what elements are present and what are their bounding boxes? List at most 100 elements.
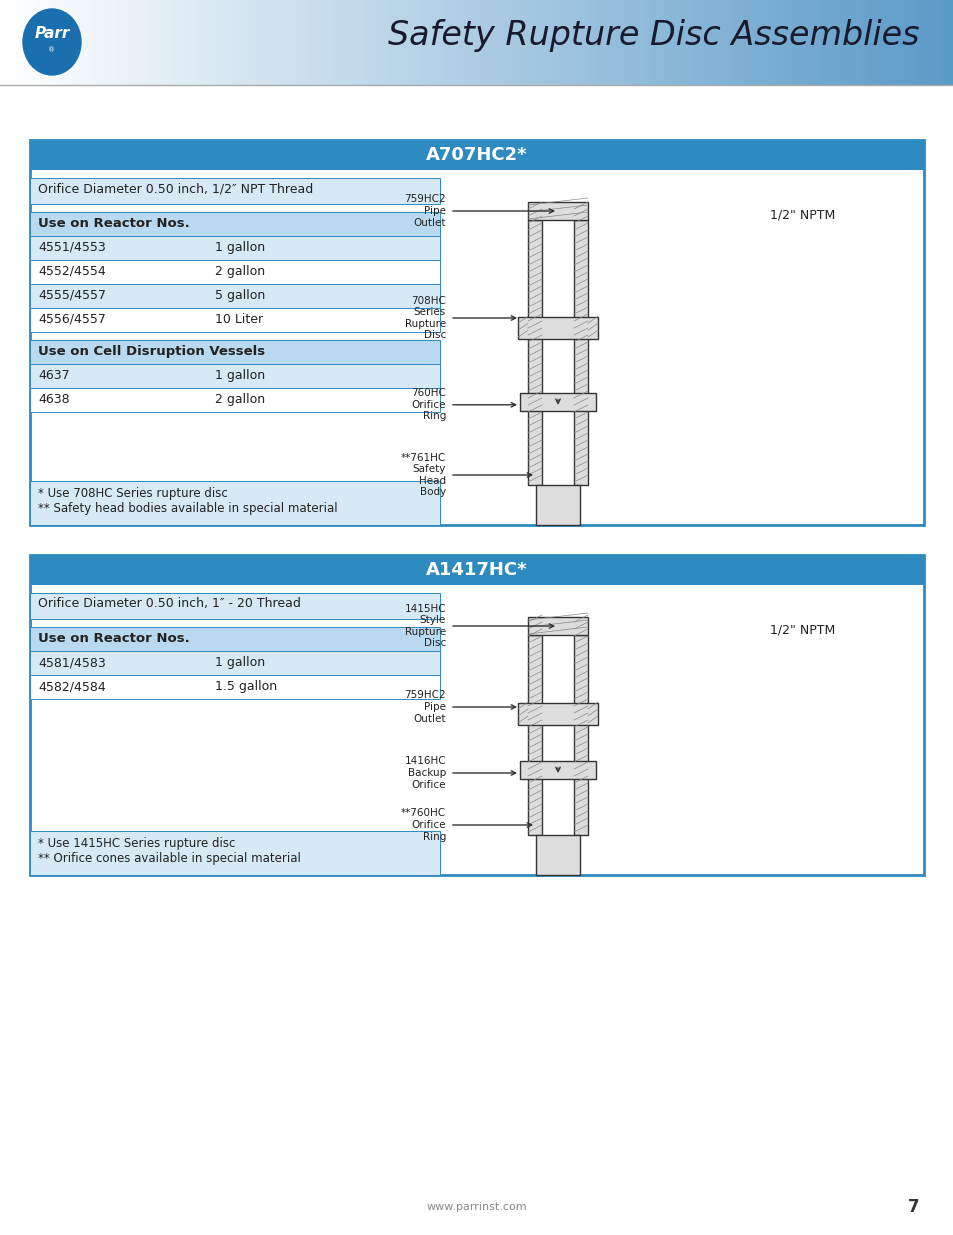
Bar (24, 0, 30, 85)
Bar (362, 0, 368, 85)
Bar (30, 261, 439, 284)
Bar (834, 0, 840, 85)
Bar (591, 0, 597, 85)
Bar (517, 317, 598, 340)
Bar (57, 0, 63, 85)
Bar (105, 0, 111, 85)
Bar (758, 0, 763, 85)
Bar (348, 0, 354, 85)
Text: Parr: Parr (34, 26, 70, 41)
Bar (229, 0, 234, 85)
Bar (176, 0, 182, 85)
Bar (30, 676, 439, 699)
Bar (548, 0, 554, 85)
Text: ** Orifice cones available in special material: ** Orifice cones available in special ma… (38, 852, 300, 864)
Bar (143, 0, 149, 85)
Bar (30, 555, 923, 876)
Bar (536, 485, 579, 525)
Bar (615, 0, 620, 85)
Bar (14, 0, 20, 85)
Bar (30, 651, 439, 676)
Text: www.parrinst.com: www.parrinst.com (426, 1202, 527, 1212)
Bar (76, 0, 82, 85)
Bar (920, 0, 925, 85)
Bar (517, 703, 598, 725)
Bar (605, 0, 611, 85)
Bar (43, 0, 49, 85)
Text: Use on Cell Disruption Vessels: Use on Cell Disruption Vessels (38, 345, 265, 358)
Bar (305, 0, 311, 85)
Bar (376, 0, 382, 85)
Bar (30, 831, 439, 876)
Bar (686, 0, 692, 85)
Bar (334, 0, 339, 85)
Bar (538, 0, 544, 85)
Bar (124, 0, 130, 85)
Bar (929, 0, 935, 85)
Bar (696, 0, 701, 85)
Bar (715, 0, 720, 85)
Bar (536, 835, 579, 876)
Bar (353, 0, 358, 85)
Bar (30, 212, 439, 236)
Text: 759HC2
Pipe
Outlet: 759HC2 Pipe Outlet (404, 690, 446, 724)
Bar (95, 0, 101, 85)
Bar (743, 0, 749, 85)
Bar (129, 0, 134, 85)
Bar (448, 0, 454, 85)
Bar (891, 0, 897, 85)
Text: 1 gallon: 1 gallon (214, 241, 265, 254)
Bar (510, 0, 516, 85)
Bar (100, 0, 106, 85)
Bar (114, 0, 120, 85)
Bar (519, 393, 596, 411)
Bar (505, 0, 511, 85)
Bar (639, 0, 644, 85)
Bar (30, 480, 439, 525)
Text: Orifice Diameter 0.50 inch, 1/2″ NPT Thread: Orifice Diameter 0.50 inch, 1/2″ NPT Thr… (38, 182, 313, 195)
Bar (543, 0, 549, 85)
Bar (896, 0, 902, 85)
Bar (33, 0, 39, 85)
Bar (172, 0, 177, 85)
Bar (810, 0, 816, 85)
Bar (801, 0, 806, 85)
Bar (820, 0, 825, 85)
Ellipse shape (23, 9, 81, 75)
Bar (634, 0, 639, 85)
Bar (434, 0, 439, 85)
Text: A1417HC*: A1417HC* (426, 561, 527, 579)
Bar (200, 0, 206, 85)
Bar (30, 178, 439, 204)
Bar (574, 635, 587, 835)
Bar (710, 0, 716, 85)
Bar (110, 0, 115, 85)
Bar (67, 0, 72, 85)
Bar (295, 0, 301, 85)
Bar (162, 0, 168, 85)
Bar (62, 0, 68, 85)
Bar (272, 0, 277, 85)
Bar (791, 0, 797, 85)
Bar (681, 0, 687, 85)
Bar (781, 0, 787, 85)
Bar (30, 284, 439, 308)
Bar (276, 0, 282, 85)
Bar (167, 0, 172, 85)
Text: 1415HC
Style
Rupture
Disc: 1415HC Style Rupture Disc (404, 604, 446, 648)
Bar (224, 0, 230, 85)
Bar (486, 0, 492, 85)
Bar (824, 0, 830, 85)
Text: **760HC
Orifice
Ring: **760HC Orifice Ring (400, 809, 446, 841)
Bar (527, 618, 587, 635)
Bar (527, 220, 541, 485)
Bar (658, 0, 663, 85)
Bar (786, 0, 792, 85)
Bar (338, 0, 344, 85)
Bar (848, 0, 854, 85)
Bar (291, 0, 296, 85)
Bar (500, 0, 506, 85)
Bar (748, 0, 754, 85)
Bar (238, 0, 244, 85)
Bar (600, 0, 606, 85)
